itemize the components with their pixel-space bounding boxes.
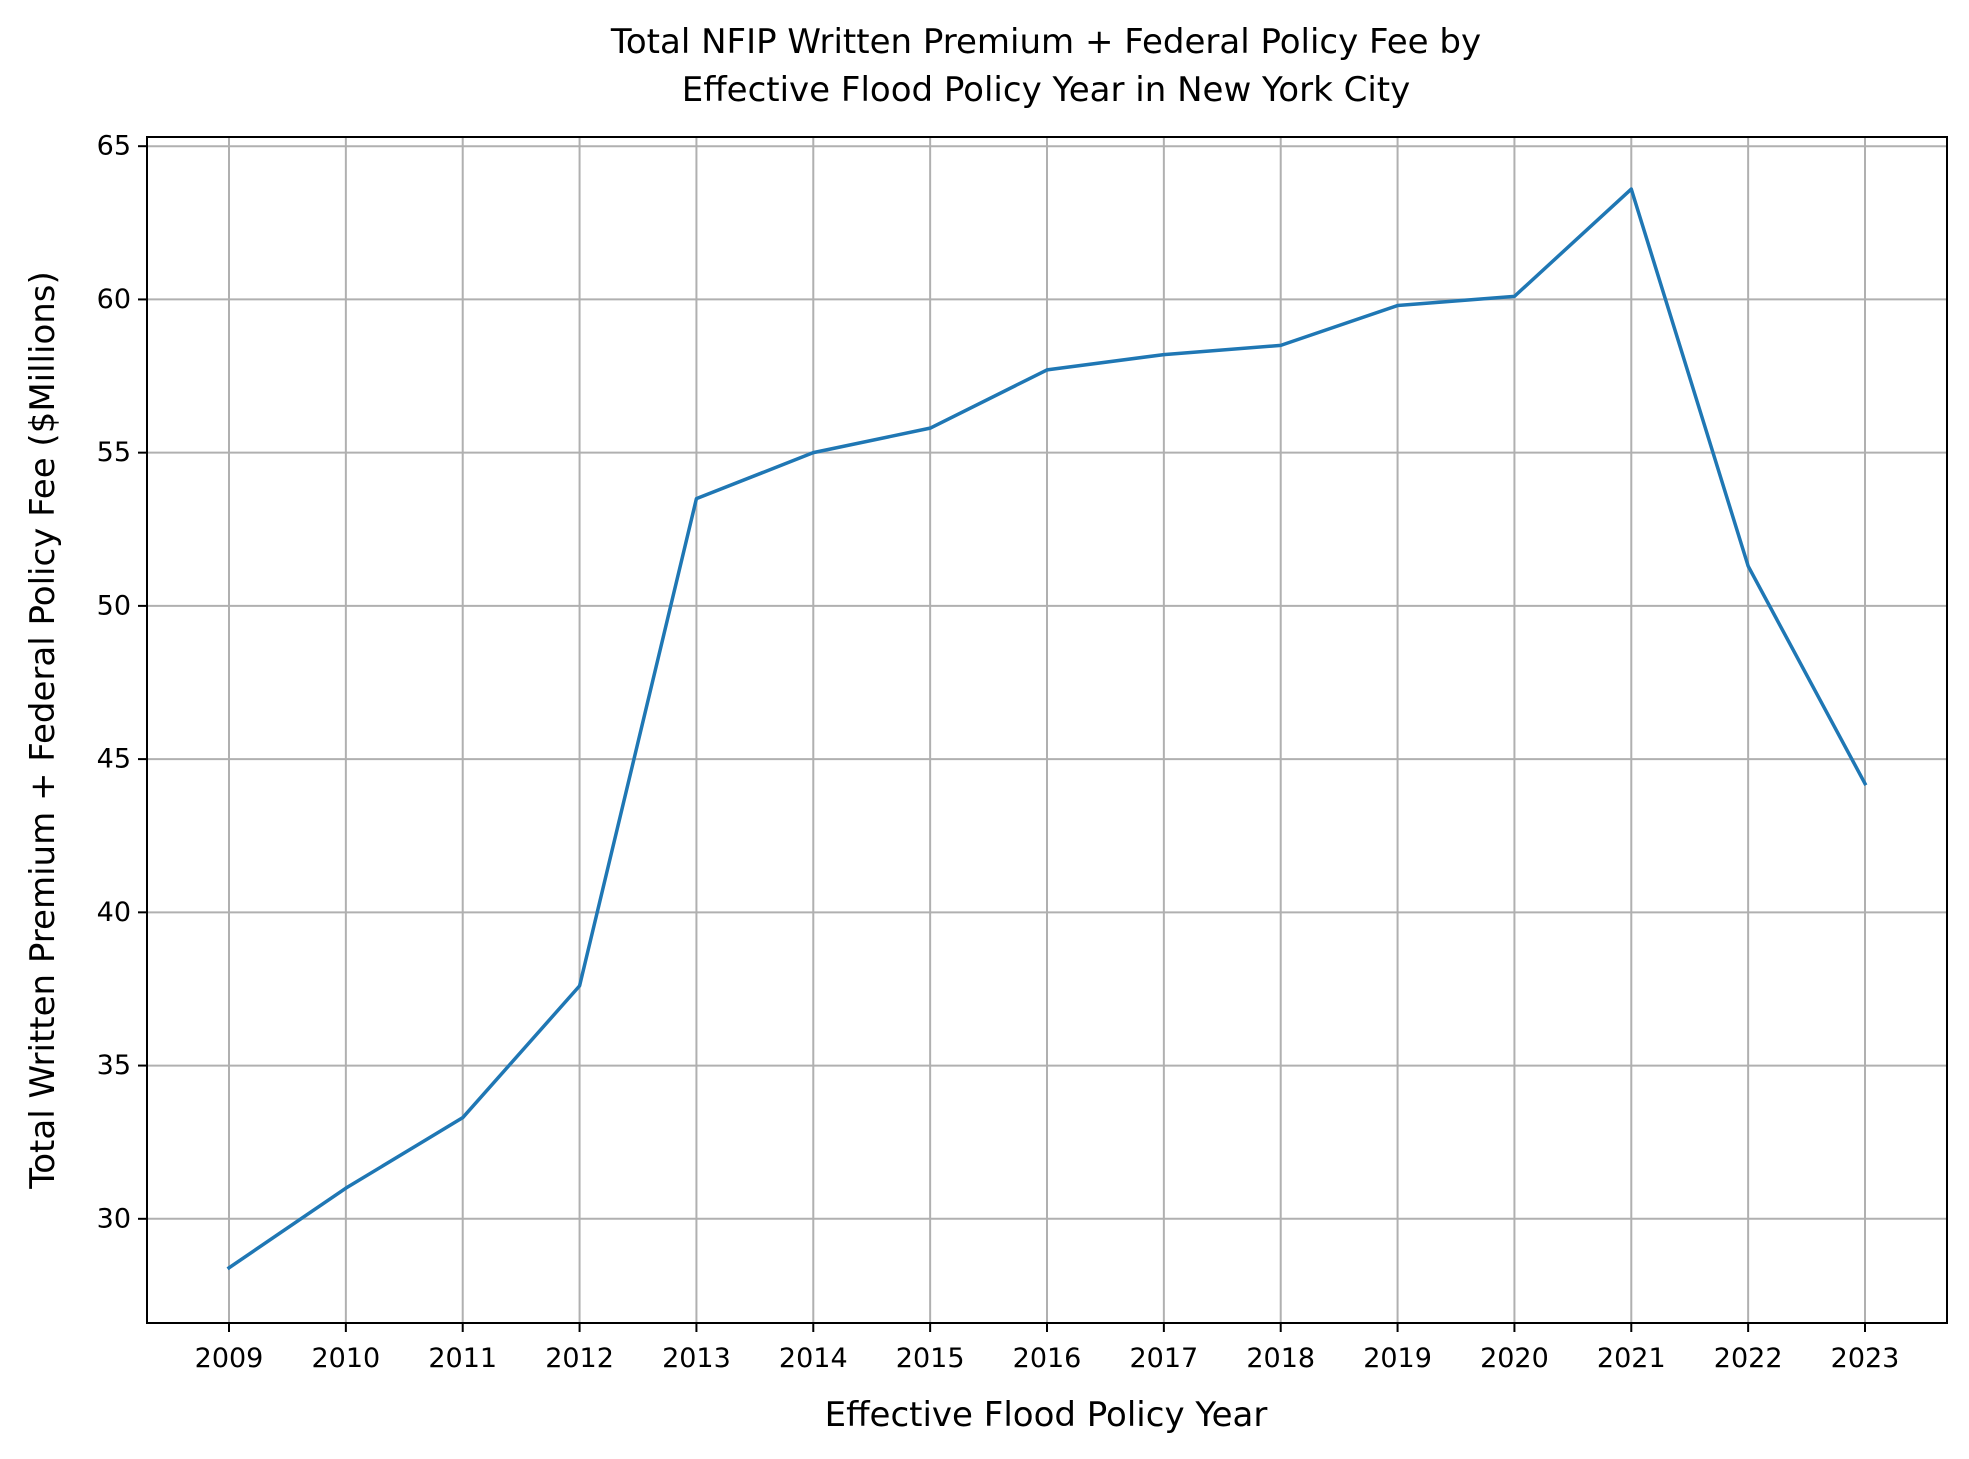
y-tick-label: 40 [97,897,131,928]
x-tick-label: 2023 [1831,1343,1900,1374]
y-axis-label: Total Written Premium + Federal Policy F… [23,271,63,1190]
y-tick-label: 65 [97,131,131,162]
x-tick-label: 2014 [779,1343,848,1374]
x-tick-label: 2009 [195,1343,264,1374]
y-tick-label: 50 [97,590,131,621]
x-tick-label: 2022 [1714,1343,1783,1374]
y-tick-label: 30 [97,1203,131,1234]
x-tick-label: 2012 [545,1343,614,1374]
x-tick-label: 2016 [1013,1343,1082,1374]
x-tick-label: 2020 [1480,1343,1549,1374]
chart-title: Total NFIP Written Premium + Federal Pol… [610,22,1481,110]
x-tick-label: 2013 [662,1343,731,1374]
chart-title-line-2: Effective Flood Policy Year in New York … [682,70,1410,110]
y-tick-label: 55 [97,437,131,468]
x-tick-label: 2017 [1129,1343,1198,1374]
x-tick-label: 2018 [1246,1343,1315,1374]
x-axis: 2009 2010 2011 2012 2013 2014 2015 2016 2017 2018… [195,1323,1900,1374]
y-tick-label: 60 [97,284,131,315]
y-tick-label: 35 [97,1050,131,1081]
chart-title-line-1: Total NFIP Written Premium + Federal Pol… [610,22,1481,62]
series-layer [226,187,1868,1271]
x-tick-label: 2011 [428,1343,497,1374]
grid [147,137,1947,1323]
y-tick-label: 45 [97,744,131,775]
x-tick-label: 2019 [1363,1343,1432,1374]
x-axis-label: Effective Flood Policy Year [825,1395,1268,1435]
x-tick-label: 2010 [311,1343,380,1374]
x-tick-label: 2021 [1597,1343,1666,1374]
x-tick-label: 2015 [896,1343,965,1374]
series-line [226,187,1868,1271]
y-axis: 30 35 40 45 50 55 60 65 [97,131,147,1234]
